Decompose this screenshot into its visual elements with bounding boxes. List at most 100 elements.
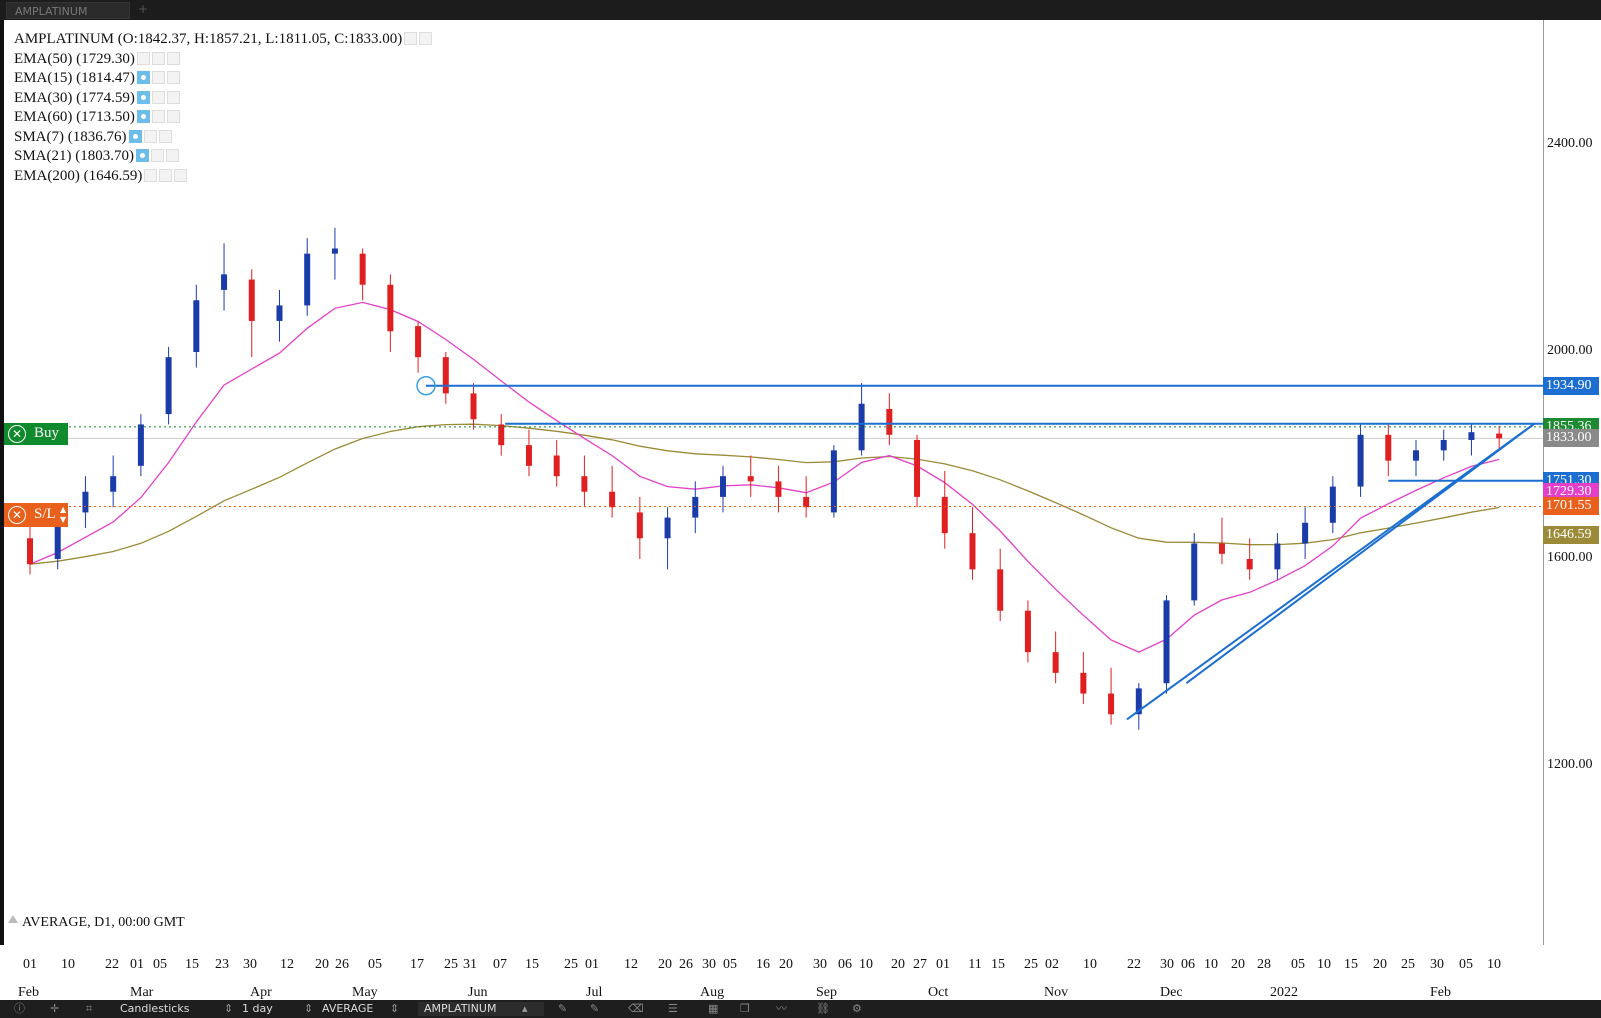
candle-body[interactable]	[110, 476, 117, 492]
pencil-icon[interactable]: ✎	[558, 1002, 568, 1015]
drag-handle-icon[interactable]: ▲ ▼	[60, 505, 67, 524]
list-icon[interactable]: ☰	[668, 1002, 678, 1015]
candle-body[interactable]	[1218, 543, 1225, 554]
candle-body[interactable]	[82, 491, 89, 513]
candle-body[interactable]	[1191, 543, 1198, 601]
grid-icon[interactable]: ▦	[708, 1002, 719, 1015]
remove-icon[interactable]	[174, 168, 188, 182]
candle-body[interactable]	[1163, 600, 1170, 684]
candle-body[interactable]	[581, 476, 588, 492]
settings-icon[interactable]	[136, 51, 150, 65]
candle-body[interactable]	[1329, 486, 1336, 523]
remove-icon[interactable]	[158, 129, 172, 143]
candle-body[interactable]	[1080, 672, 1087, 694]
visibility-eye-icon[interactable]	[136, 110, 150, 123]
candle-body[interactable]	[747, 476, 754, 482]
candle-body[interactable]	[27, 538, 33, 565]
candle-body[interactable]	[914, 439, 921, 497]
candle-body[interactable]	[387, 284, 394, 332]
candle-body[interactable]	[1108, 693, 1115, 715]
candle-body[interactable]	[359, 253, 366, 285]
candle-body[interactable]	[664, 517, 671, 539]
line-handle-icon[interactable]	[416, 375, 436, 396]
candle-body[interactable]	[1246, 559, 1253, 570]
candle-body[interactable]	[830, 450, 837, 513]
price-type-select[interactable]: AVERAGE ⇕	[322, 1002, 400, 1016]
scroll-arrow-icon[interactable]	[8, 915, 18, 923]
chart-area[interactable]: AMPLATINUM (O:1842.37, H:1857.21, L:1811…	[4, 20, 1543, 945]
remove-icon[interactable]	[166, 149, 179, 162]
candle-body[interactable]	[1357, 434, 1364, 487]
settings-icon[interactable]	[151, 149, 164, 162]
candle-body[interactable]	[165, 357, 172, 415]
link-icon[interactable]: ⛓	[816, 1002, 830, 1015]
candle-body[interactable]	[498, 424, 505, 446]
candle-body[interactable]	[609, 491, 616, 508]
settings-icon[interactable]	[151, 71, 165, 84]
chart-type-select[interactable]: Candlesticks ⇕	[120, 1002, 233, 1016]
candle-body[interactable]	[525, 445, 532, 466]
candle-body[interactable]	[858, 403, 865, 451]
candle-body[interactable]	[221, 274, 228, 290]
line-chart-icon[interactable]: 〰	[776, 1002, 787, 1015]
visibility-eye-icon[interactable]	[136, 90, 150, 104]
visibility-eye-icon[interactable]	[136, 149, 149, 162]
candle-body[interactable]	[1135, 688, 1142, 715]
candle-body[interactable]	[636, 512, 643, 539]
copy-icon[interactable]: ❐	[740, 1002, 750, 1015]
trend-line[interactable]	[1185, 422, 1536, 685]
candle-body[interactable]	[137, 424, 144, 466]
settings-icon[interactable]	[143, 129, 157, 143]
price-chart-svg[interactable]	[4, 20, 1543, 945]
candle-body[interactable]	[193, 300, 200, 352]
settings-icon[interactable]	[159, 168, 173, 182]
candle-body[interactable]	[1385, 434, 1392, 461]
tab-amplatinum[interactable]: AMPLATINUM	[6, 2, 130, 19]
candle-body[interactable]	[415, 326, 422, 358]
candle-body[interactable]	[304, 253, 311, 306]
candle-body[interactable]	[692, 496, 699, 518]
gear-icon[interactable]: ⚙	[852, 1002, 862, 1015]
interval-select[interactable]: 1 day ⇕	[242, 1002, 313, 1016]
settings-icon[interactable]	[144, 168, 158, 182]
candle-body[interactable]	[1413, 450, 1419, 461]
candle-body[interactable]	[248, 279, 255, 321]
candle-body[interactable]	[276, 305, 283, 321]
candle-body[interactable]	[941, 496, 948, 534]
candle-body[interactable]	[1274, 543, 1281, 570]
settings-icon[interactable]	[419, 32, 433, 45]
symbol-select[interactable]: AMPLATINUM ▴	[418, 1002, 544, 1016]
candle-body[interactable]	[775, 481, 782, 497]
candle-body[interactable]	[1440, 439, 1447, 451]
candle-body[interactable]	[1024, 610, 1031, 653]
candle-body[interactable]	[553, 455, 560, 477]
close-stoploss-icon[interactable]: ✕	[8, 506, 26, 524]
info-icon[interactable]: ⓘ	[14, 1002, 25, 1015]
settings-icon[interactable]	[151, 51, 165, 65]
crosshair-icon[interactable]: ✛	[50, 1002, 60, 1015]
close-order-icon[interactable]: ✕	[8, 425, 26, 443]
remove-icon[interactable]	[166, 110, 180, 123]
settings-icon[interactable]	[404, 32, 418, 45]
candle-body[interactable]	[470, 393, 477, 420]
settings-icon[interactable]	[151, 110, 165, 123]
remove-icon[interactable]	[166, 90, 180, 104]
settings-icon[interactable]	[151, 90, 165, 104]
candle-body[interactable]	[1496, 433, 1503, 439]
visibility-eye-icon[interactable]	[128, 129, 142, 143]
candle-body[interactable]	[1468, 432, 1475, 440]
brush-icon[interactable]: ✎	[590, 1002, 600, 1015]
remove-icon[interactable]	[166, 51, 180, 65]
candle-body[interactable]	[969, 533, 976, 570]
candle-body[interactable]	[1302, 522, 1309, 544]
trend-line[interactable]	[1126, 422, 1536, 721]
candle-body[interactable]	[997, 569, 1004, 611]
candle-body[interactable]	[803, 496, 810, 508]
add-tab-button[interactable]: +	[138, 2, 149, 16]
visibility-eye-icon[interactable]	[136, 71, 150, 84]
crop-icon[interactable]: ⌗	[86, 1002, 93, 1015]
time-axis[interactable]	[0, 945, 1601, 1000]
remove-icon[interactable]	[166, 71, 180, 84]
candle-body[interactable]	[886, 408, 893, 435]
candle-body[interactable]	[1052, 652, 1059, 673]
